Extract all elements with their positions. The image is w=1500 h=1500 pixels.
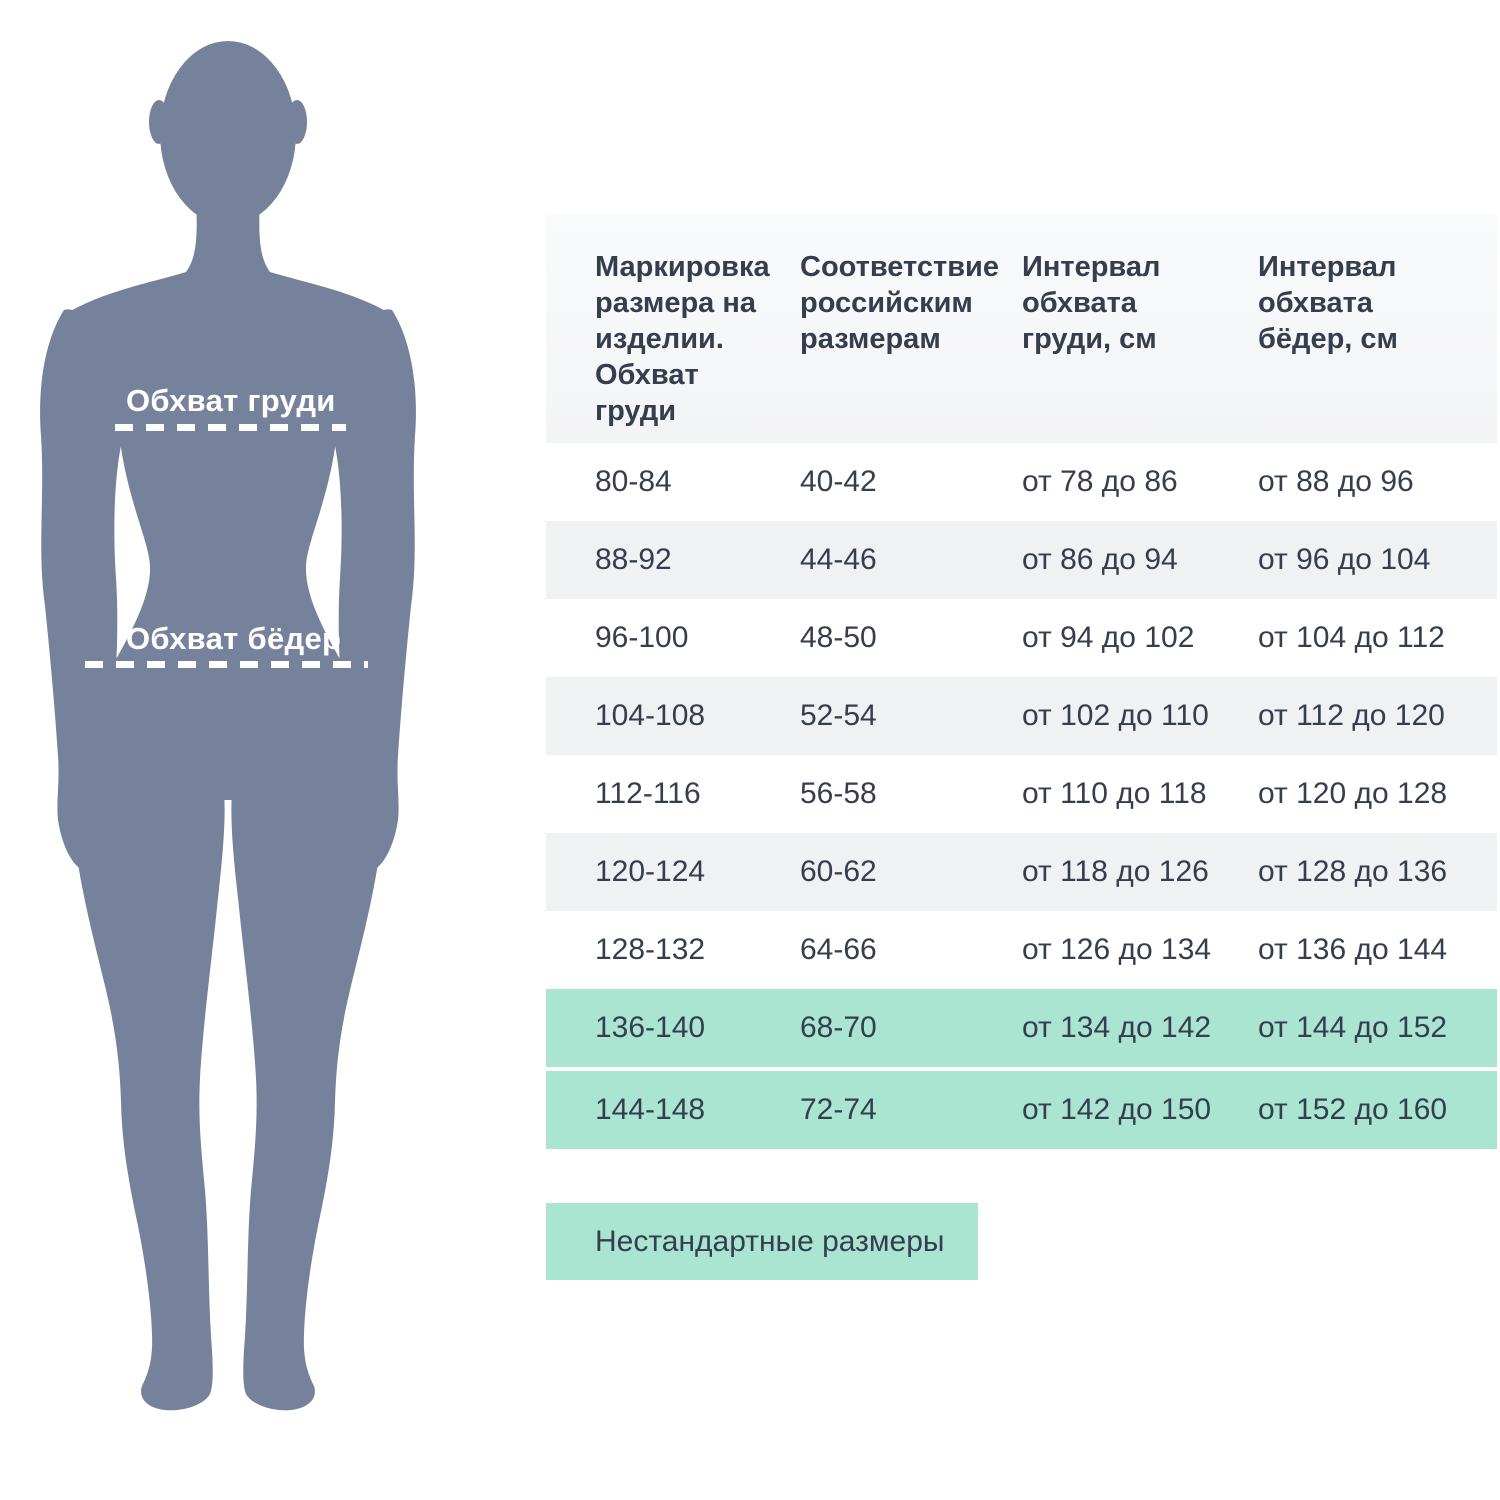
cell-bust-interval: от 94 до 102 — [1022, 621, 1195, 654]
cell-size-marking: 88-92 — [595, 543, 672, 576]
cell-hips-interval: от 120 до 128 — [1258, 777, 1448, 810]
cell-russian-size: 68-70 — [800, 1011, 877, 1044]
cell-russian-size: 48-50 — [800, 621, 877, 654]
cell-bust-interval: от 86 до 94 — [1022, 543, 1178, 576]
table-row: 96-100 48-50 от 94 до 102 от 104 до 112 — [546, 599, 1497, 677]
cell-hips-interval: от 112 до 120 — [1258, 699, 1445, 732]
cell-hips-interval: от 136 до 144 — [1258, 933, 1448, 966]
legend-nonstandard-sizes: Нестандартные размеры — [546, 1203, 978, 1280]
cell-size-marking: 128-132 — [595, 933, 706, 966]
body-silhouette-area: Обхват груди Обхват бёдер — [0, 0, 500, 1500]
cell-russian-size: 60-62 — [800, 855, 877, 888]
cell-russian-size: 40-42 — [800, 465, 877, 498]
header-size-marking: Маркировка размера на изделии. Обхват гр… — [595, 251, 770, 427]
table-row-nonstandard: 144-148 72-74 от 142 до 150 от 152 до 16… — [546, 1071, 1497, 1149]
hips-measure-label: Обхват бёдер — [126, 621, 342, 656]
cell-size-marking: 120-124 — [595, 855, 706, 888]
cell-size-marking: 96-100 — [595, 621, 689, 654]
cell-hips-interval: от 152 до 160 — [1258, 1093, 1448, 1126]
bust-measure-label: Обхват груди — [126, 383, 336, 418]
cell-bust-interval: от 134 до 142 — [1022, 1011, 1212, 1044]
cell-bust-interval: от 126 до 134 — [1022, 933, 1212, 966]
cell-size-marking: 136-140 — [595, 1011, 706, 1044]
cell-russian-size: 44-46 — [800, 543, 877, 576]
bust-dashed-line — [115, 424, 346, 431]
cell-hips-interval: от 96 до 104 — [1258, 543, 1431, 576]
cell-russian-size: 52-54 — [800, 699, 877, 732]
cell-hips-interval: от 104 до 112 — [1258, 621, 1445, 654]
table-row: 104-108 52-54 от 102 до 110 от 112 до 12… — [546, 677, 1497, 755]
cell-bust-interval: от 118 до 126 — [1022, 855, 1209, 888]
cell-hips-interval: от 144 до 152 — [1258, 1011, 1448, 1044]
cell-russian-size: 64-66 — [800, 933, 877, 966]
table-row: 80-84 40-42 от 78 до 86 от 88 до 96 — [546, 443, 1497, 521]
header-russian-size: Соответствие российским размерам — [800, 251, 999, 355]
cell-russian-size: 72-74 — [800, 1093, 877, 1126]
cell-hips-interval: от 128 до 136 — [1258, 855, 1448, 888]
table-row: 128-132 64-66 от 126 до 134 от 136 до 14… — [546, 911, 1497, 989]
table-row-nonstandard: 136-140 68-70 от 134 до 142 от 144 до 15… — [546, 989, 1497, 1067]
table-row: 120-124 60-62 от 118 до 126 от 128 до 13… — [546, 833, 1497, 911]
cell-bust-interval: от 110 до 118 — [1022, 777, 1207, 810]
cell-hips-interval: от 88 до 96 — [1258, 465, 1414, 498]
cell-bust-interval: от 78 до 86 — [1022, 465, 1178, 498]
hips-dashed-line — [85, 661, 368, 668]
female-body-silhouette-graphic — [40, 41, 416, 1411]
cell-size-marking: 80-84 — [595, 465, 672, 498]
size-table-header: Маркировка размера на изделии. Обхват гр… — [546, 215, 1497, 443]
header-bust-interval: Интервал обхвата груди, см — [1022, 251, 1161, 355]
table-row: 88-92 44-46 от 86 до 94 от 96 до 104 — [546, 521, 1497, 599]
table-row: 112-116 56-58 от 110 до 118 от 120 до 12… — [546, 755, 1497, 833]
cell-bust-interval: от 142 до 150 — [1022, 1093, 1212, 1126]
header-hips-interval: Интервал обхвата бёдер, см — [1258, 251, 1398, 355]
cell-russian-size: 56-58 — [800, 777, 877, 810]
legend-label: Нестандартные размеры — [595, 1224, 945, 1258]
cell-size-marking: 112-116 — [595, 777, 701, 810]
cell-size-marking: 104-108 — [595, 699, 706, 732]
cell-bust-interval: от 102 до 110 — [1022, 699, 1209, 732]
size-table: Маркировка размера на изделии. Обхват гр… — [546, 215, 1497, 1280]
cell-size-marking: 144-148 — [595, 1093, 706, 1126]
